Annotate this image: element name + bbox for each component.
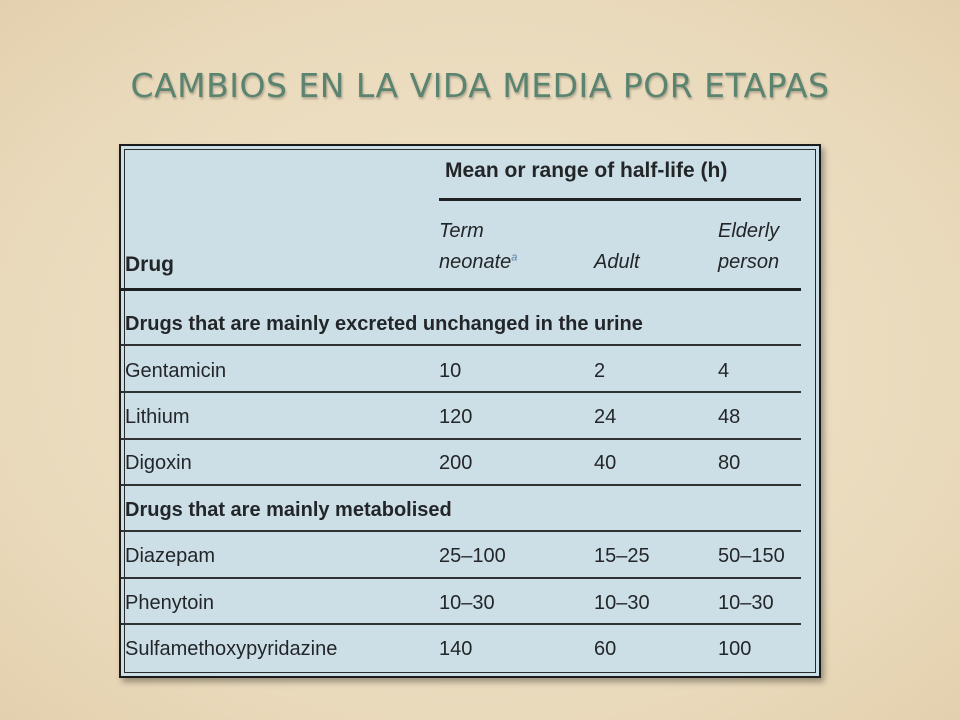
cell-elderly: 48 bbox=[718, 406, 741, 428]
slide-title: CAMBIOS EN LA VIDA MEDIA POR ETAPAS bbox=[130, 66, 830, 105]
cell-neonate: 10 bbox=[439, 360, 462, 382]
cell-elderly: 100 bbox=[718, 638, 752, 660]
cell-drug: Lithium bbox=[125, 406, 190, 428]
cell-drug: Digoxin bbox=[125, 452, 192, 474]
row-divider bbox=[121, 438, 801, 440]
cell-adult: 60 bbox=[594, 638, 617, 660]
half-life-table-image: Mean or range of half-life (h) Term neon… bbox=[119, 144, 821, 678]
cell-neonate: 120 bbox=[439, 406, 473, 428]
col-neonate-line2: neonatea bbox=[439, 251, 518, 273]
footnote-marker: a bbox=[511, 251, 518, 264]
row-divider bbox=[121, 484, 801, 486]
cell-elderly: 10–30 bbox=[718, 592, 774, 614]
col-elderly-line2: person bbox=[718, 251, 780, 273]
cell-drug: Gentamicin bbox=[125, 360, 227, 382]
cell-neonate: 10–30 bbox=[439, 592, 495, 614]
col-drug: Drug bbox=[125, 253, 174, 276]
cell-neonate: 200 bbox=[439, 452, 473, 474]
col-adult: Adult bbox=[594, 251, 640, 273]
row-divider bbox=[121, 530, 801, 532]
cell-adult: 2 bbox=[594, 360, 606, 382]
row-divider bbox=[121, 344, 801, 346]
cell-adult: 10–30 bbox=[594, 592, 650, 614]
row-divider bbox=[121, 391, 801, 393]
group-header-rule bbox=[439, 198, 801, 201]
half-life-table: Mean or range of half-life (h) Term neon… bbox=[121, 146, 819, 676]
cell-neonate: 25–100 bbox=[439, 545, 506, 567]
cell-drug: Sulfamethoxypyridazine bbox=[125, 638, 338, 660]
cell-elderly: 4 bbox=[718, 360, 730, 382]
section-heading: Drugs that are mainly metabolised bbox=[125, 499, 452, 521]
group-header: Mean or range of half-life (h) bbox=[445, 159, 728, 182]
header-rule bbox=[121, 288, 801, 291]
cell-elderly: 50–150 bbox=[718, 545, 785, 567]
row-divider bbox=[121, 623, 801, 625]
col-neonate-line1: Term bbox=[439, 220, 484, 242]
section-heading: Drugs that are mainly excreted unchanged… bbox=[125, 313, 643, 335]
col-elderly-line1: Elderly bbox=[718, 220, 780, 242]
row-divider bbox=[121, 577, 801, 579]
cell-neonate: 140 bbox=[439, 638, 473, 660]
cell-adult: 40 bbox=[594, 452, 617, 474]
cell-adult: 15–25 bbox=[594, 545, 650, 567]
cell-elderly: 80 bbox=[718, 452, 741, 474]
cell-drug: Diazepam bbox=[125, 545, 216, 567]
cell-adult: 24 bbox=[594, 406, 617, 428]
cell-drug: Phenytoin bbox=[125, 592, 214, 614]
